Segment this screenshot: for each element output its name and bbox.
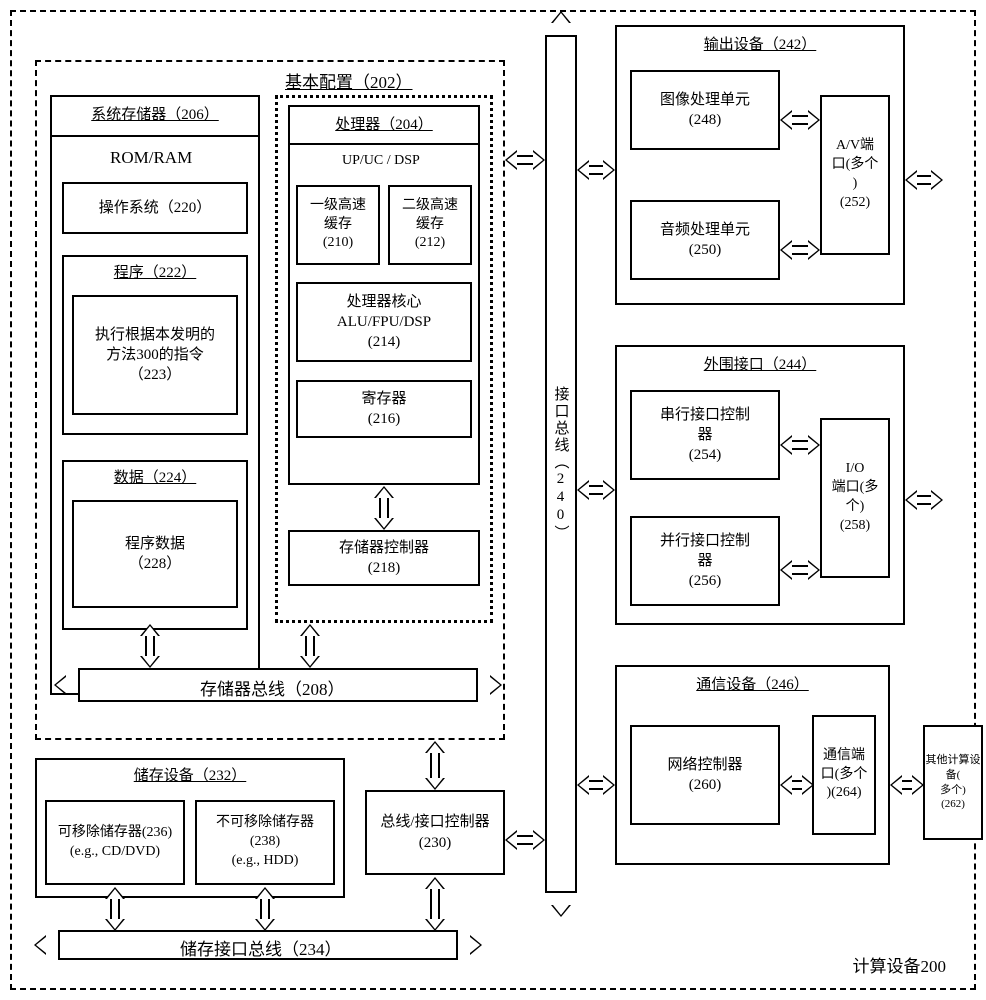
io-ports: I/O 端口(多 个) (258) [820, 418, 890, 578]
arrow-audio-av [792, 240, 808, 260]
periph-title: 外围接口（244） [704, 355, 817, 375]
arrow-config-ibus [517, 150, 533, 170]
instr-l2: 方法300的指令 [106, 345, 204, 365]
removable-storage: 可移除储存器(236) (e.g., CD/DVD) [45, 800, 185, 885]
program-title: 程序（222） [114, 263, 197, 283]
outer-device-label: 计算设备200 [853, 952, 947, 977]
processor-title: 处理器（204） [335, 115, 433, 135]
os-label: 操作系统（220） [99, 198, 212, 218]
arrow-serial-io [792, 435, 808, 455]
other-devices: 其他计算设备( 多个) (262) [923, 725, 983, 840]
arrow-busctl-ibus [517, 830, 533, 850]
core: 处理器核心 ALU/FPU/DSP (214) [296, 282, 472, 362]
arrow-config-busctl [425, 753, 445, 778]
data-title: 数据（224） [114, 468, 197, 488]
arrow-gpu-av [792, 110, 808, 130]
instr-l3: （223） [129, 365, 182, 385]
arrow-removable-sbus [105, 899, 125, 919]
registers: 寄存器 (216) [296, 380, 472, 438]
gpu: 图像处理单元 (248) [630, 70, 780, 150]
arrow-io-out [917, 490, 931, 510]
progdata-box: 程序数据 （228） [72, 500, 238, 608]
arrow-sysmem-membus [140, 636, 160, 656]
arrow-memctl-membus [300, 636, 320, 656]
os-box: 操作系统（220） [62, 182, 248, 234]
architecture-diagram: 计算设备200 基本配置（202） 系统存储器（206） ROM/RAM 操作系… [0, 0, 986, 1000]
instr-l1: 执行根据本发明的 [95, 325, 215, 345]
l2-cache: 二级高速 缓存 (212) [388, 185, 472, 265]
basic-config-title: 基本配置（202） [285, 68, 413, 93]
mem-controller: 存储器控制器 (218) [288, 530, 480, 586]
pd-l2: （228） [129, 554, 182, 574]
arrow-parallel-io [792, 560, 808, 580]
l1-cache: 一级高速 缓存 (210) [296, 185, 380, 265]
storage-title: 储存设备（232） [134, 766, 247, 786]
storage-bus-label: 储存接口总线（234） [180, 935, 342, 960]
parallel-ctl: 并行接口控制 器 (256) [630, 516, 780, 606]
av-ports: A/V端 口(多个 ) (252) [820, 95, 890, 255]
comm-title: 通信设备（246） [696, 675, 809, 695]
comm-ports: 通信端 口(多个 )(264) [812, 715, 876, 835]
arrow-proc-memctl [374, 498, 394, 518]
arrow-net-commport [792, 775, 802, 795]
ibus-arrow [551, 23, 571, 905]
arrow-output-ibus [589, 160, 603, 180]
pd-l1: 程序数据 [125, 534, 185, 554]
audio: 音频处理单元 (250) [630, 200, 780, 280]
bus-interface-controller: 总线/接口控制器 (230) [365, 790, 505, 875]
arrow-periph-ibus [589, 480, 603, 500]
arrow-nonremovable-sbus [255, 899, 275, 919]
nonremovable-storage: 不可移除储存器 (238) (e.g., HDD) [195, 800, 335, 885]
system-memory-title: 系统存储器（206） [91, 105, 219, 125]
rom-ram: ROM/RAM [110, 148, 192, 168]
memory-bus-label: 存储器总线（208） [200, 675, 345, 700]
arrow-comm-other [902, 775, 912, 795]
net-ctl: 网络控制器 (260) [630, 725, 780, 825]
instr-box: 执行根据本发明的 方法300的指令 （223） [72, 295, 238, 415]
arrow-av-out [917, 170, 931, 190]
arrow-comm-ibus [589, 775, 603, 795]
arrow-busctl-sbus [425, 889, 445, 919]
processor-sub: UP/UC / DSP [342, 153, 420, 169]
serial-ctl: 串行接口控制 器 (254) [630, 390, 780, 480]
output-title: 输出设备（242） [704, 35, 817, 55]
